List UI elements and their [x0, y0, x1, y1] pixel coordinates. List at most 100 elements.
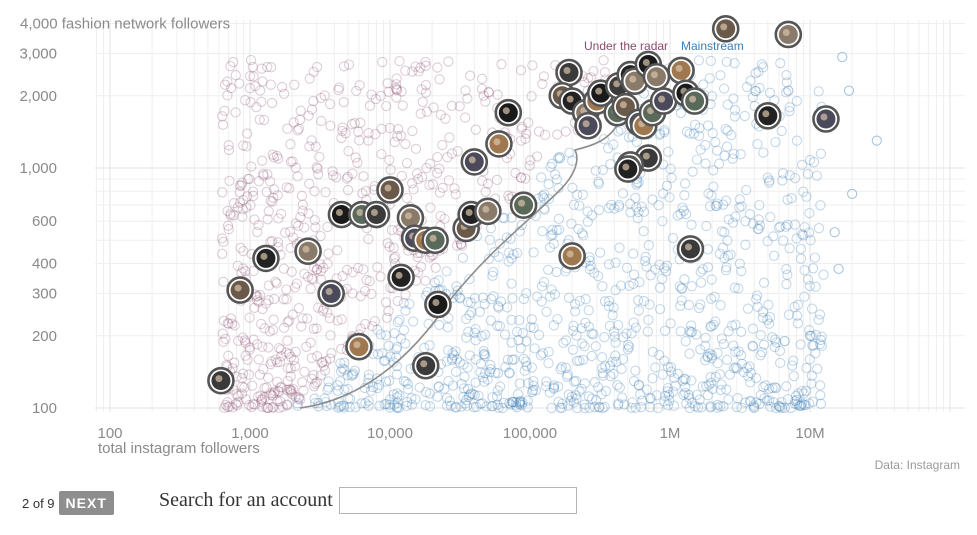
highlighted-accounts[interactable] — [207, 15, 840, 395]
highlighted-account-avatar[interactable] — [362, 200, 391, 229]
highlighted-account-avatar[interactable] — [680, 87, 709, 115]
highlighted-account-avatar[interactable] — [421, 226, 449, 255]
mainstream-point — [603, 143, 614, 154]
highlighted-account-avatar[interactable] — [387, 263, 415, 292]
highlighted-account-avatar[interactable] — [474, 197, 502, 226]
highlighted-account-avatar[interactable] — [812, 105, 840, 133]
mainstream-point — [392, 397, 403, 408]
mainstream-point — [394, 390, 405, 401]
under-the-radar-point — [236, 180, 247, 191]
highlighted-account-avatar[interactable] — [774, 20, 803, 49]
highlighted-account-avatar[interactable] — [754, 102, 782, 130]
search-input[interactable] — [338, 487, 577, 514]
under-the-radar-point — [359, 285, 371, 297]
under-the-radar-point — [420, 56, 431, 68]
under-the-radar-point — [319, 90, 330, 101]
highlighted-account-avatar[interactable] — [411, 351, 440, 380]
under-the-radar-point — [239, 382, 250, 393]
mainstream-point — [558, 337, 569, 349]
mainstream-point — [700, 340, 711, 351]
mainstream-point — [633, 379, 644, 391]
highlighted-account-avatar[interactable] — [711, 15, 740, 43]
highlighted-account-avatar[interactable] — [586, 79, 615, 107]
mainstream-point — [747, 340, 758, 352]
highlighted-account-avatar[interactable] — [667, 56, 695, 85]
highlighted-account-avatar[interactable] — [424, 290, 452, 319]
mainstream-point — [493, 302, 504, 313]
under-the-radar-point — [342, 264, 353, 276]
mainstream-point — [636, 401, 647, 413]
under-the-radar-point — [369, 316, 381, 327]
highlighted-account-avatar[interactable] — [376, 176, 404, 204]
under-the-radar-point — [222, 205, 233, 217]
mainstream-point — [507, 293, 518, 304]
highlighted-account-avatar[interactable] — [509, 191, 538, 219]
mainstream-point — [796, 398, 808, 409]
mainstream-point — [707, 383, 718, 395]
mainstream-point — [751, 397, 762, 408]
mainstream-point — [322, 384, 333, 396]
highlighted-account-avatar[interactable] — [460, 148, 489, 176]
highlighted-account-avatar[interactable] — [252, 244, 280, 273]
mainstream-point — [543, 179, 554, 190]
highlighted-account-avatar[interactable] — [494, 98, 523, 127]
mainstream-point — [464, 350, 475, 361]
under-the-radar-point — [407, 66, 418, 77]
mainstream-point — [594, 247, 606, 258]
under-the-radar-point — [375, 271, 386, 282]
mainstream-point — [691, 329, 702, 340]
mainstream-point — [686, 375, 697, 386]
under-the-radar-point — [526, 91, 537, 102]
mainstream-point — [420, 386, 432, 398]
mainstream-point — [705, 401, 716, 412]
highlighted-account-avatar[interactable] — [555, 58, 583, 87]
highlighted-account-avatar[interactable] — [649, 87, 678, 115]
highlighted-account-avatar[interactable] — [207, 366, 235, 395]
mainstream-point — [764, 395, 775, 406]
highlighted-account-avatar[interactable] — [317, 279, 345, 308]
mainstream-point — [686, 281, 697, 292]
grid — [95, 20, 965, 412]
mainstream-point — [543, 193, 555, 205]
mainstream-point — [612, 319, 624, 331]
highlighted-account-avatar[interactable] — [226, 276, 254, 304]
mainstream-point — [456, 378, 467, 390]
mainstream-point — [582, 216, 593, 227]
mainstream-point — [583, 321, 595, 332]
mainstream-point — [537, 191, 548, 202]
highlighted-account-avatar[interactable] — [642, 62, 671, 91]
next-button[interactable]: NEXT — [58, 491, 114, 515]
mainstream-point — [507, 396, 518, 408]
mainstream-point — [483, 253, 494, 265]
mainstream-point — [695, 266, 706, 278]
mainstream-point — [504, 367, 515, 378]
under-the-radar-point — [443, 56, 454, 67]
under-the-radar-point — [410, 143, 422, 155]
mainstream-point — [773, 400, 784, 412]
under-the-radar-point — [258, 168, 269, 180]
mainstream-point — [309, 393, 320, 404]
mainstream-point — [723, 394, 734, 405]
mainstream-point — [776, 402, 788, 414]
under-the-radar-point — [237, 332, 248, 343]
highlighted-account-avatar[interactable] — [676, 235, 705, 263]
highlighted-account-avatar[interactable] — [485, 130, 513, 158]
mainstream-point — [598, 370, 609, 381]
under-the-radar-point — [294, 114, 306, 126]
mainstream-point — [505, 399, 516, 410]
mainstream-point — [700, 158, 711, 169]
highlighted-account-avatar[interactable] — [614, 155, 642, 183]
mainstream-point — [638, 206, 650, 217]
highlighted-account-avatar[interactable] — [558, 242, 586, 270]
mainstream-point — [626, 328, 637, 339]
under-the-radar-point — [360, 185, 372, 197]
under-the-radar-point — [480, 186, 491, 197]
under-the-radar-point — [381, 100, 392, 112]
highlighted-account-avatar[interactable] — [294, 237, 322, 266]
mainstream-point — [700, 355, 711, 366]
mainstream-point — [501, 232, 512, 243]
mainstream-point — [728, 148, 739, 160]
highlighted-account-avatar[interactable] — [574, 111, 602, 140]
mainstream-point — [770, 334, 781, 345]
highlighted-account-avatar[interactable] — [345, 332, 373, 361]
